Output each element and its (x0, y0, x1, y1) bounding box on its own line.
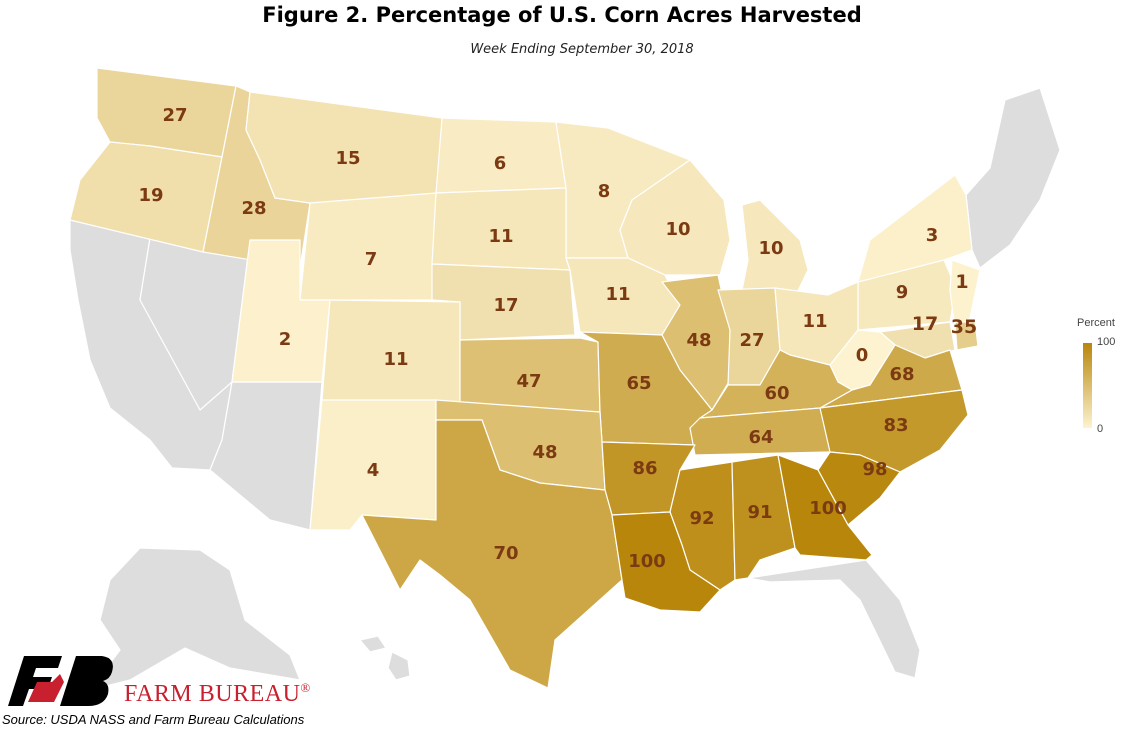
value-label-nj: 1 (955, 271, 968, 293)
value-label-wv: 0 (856, 345, 869, 366)
state-wy (299, 192, 437, 301)
value-label-ms: 92 (689, 508, 714, 529)
value-label-pa: 9 (896, 282, 909, 303)
value-label-or: 19 (138, 185, 163, 206)
legend-min-label: 0 (1097, 423, 1104, 435)
value-label-md: 17 (912, 313, 938, 335)
value-label-al: 91 (747, 502, 772, 523)
value-label-ny: 3 (926, 225, 939, 246)
source-note: Source: USDA NASS and Farm Bureau Calcul… (2, 712, 305, 727)
value-label-id: 28 (241, 198, 266, 219)
value-label-wi: 10 (665, 219, 690, 240)
value-label-mi: 10 (758, 238, 783, 259)
state-tx (361, 419, 623, 689)
legend-max-label: 100 (1097, 336, 1116, 348)
legend-gradient-bar (1083, 343, 1092, 428)
value-label-ga: 100 (809, 498, 847, 519)
value-label-wy: 7 (365, 249, 378, 270)
map-title: Figure 2. Percentage of U.S. Corn Acres … (262, 3, 862, 27)
brand-name: FARM BUREAU® (124, 680, 311, 708)
value-label-ia: 11 (605, 284, 630, 305)
state-fl (747, 559, 921, 679)
value-label-ok: 48 (532, 442, 557, 463)
value-label-mn: 8 (598, 181, 611, 202)
value-label-sc: 98 (862, 459, 887, 480)
value-label-ne: 17 (493, 295, 518, 316)
brand-registered-mark: ® (300, 680, 311, 695)
value-label-nc: 83 (883, 415, 908, 436)
farm-bureau-logo (8, 656, 113, 706)
state-hi-2 (387, 651, 411, 681)
value-label-ks: 47 (516, 371, 541, 392)
value-label-la: 100 (628, 551, 666, 572)
state-wi (619, 159, 731, 276)
value-label-wa: 27 (162, 105, 187, 126)
state-la (611, 511, 721, 613)
value-label-mo: 65 (626, 373, 651, 394)
state-hi (359, 635, 387, 653)
value-label-co: 11 (383, 349, 408, 370)
legend-title: Percent (1077, 317, 1115, 329)
brand-name-text: FARM BUREAU (124, 681, 301, 707)
value-label-tx: 70 (493, 543, 518, 564)
value-label-ky: 60 (764, 383, 789, 404)
state-ga (777, 454, 873, 561)
value-label-oh: 11 (802, 311, 827, 332)
value-label-sd: 11 (488, 226, 513, 247)
value-label-tn: 64 (748, 427, 773, 448)
value-label-nm: 4 (367, 460, 380, 481)
state-new-england (965, 87, 1061, 269)
value-label-de: 35 (951, 316, 977, 338)
value-label-ut: 2 (279, 329, 292, 350)
no-data-states (69, 87, 1061, 691)
state-ak (89, 547, 301, 691)
data-states (69, 67, 981, 689)
value-label-mt: 15 (335, 148, 360, 169)
value-label-ar: 86 (632, 458, 657, 479)
value-label-il: 48 (686, 330, 711, 351)
value-label-nd: 6 (494, 153, 507, 174)
value-label-va: 68 (889, 364, 914, 385)
value-label-in: 27 (739, 330, 764, 351)
state-de (954, 321, 979, 351)
map-subtitle: Week Ending September 30, 2018 (470, 42, 694, 57)
